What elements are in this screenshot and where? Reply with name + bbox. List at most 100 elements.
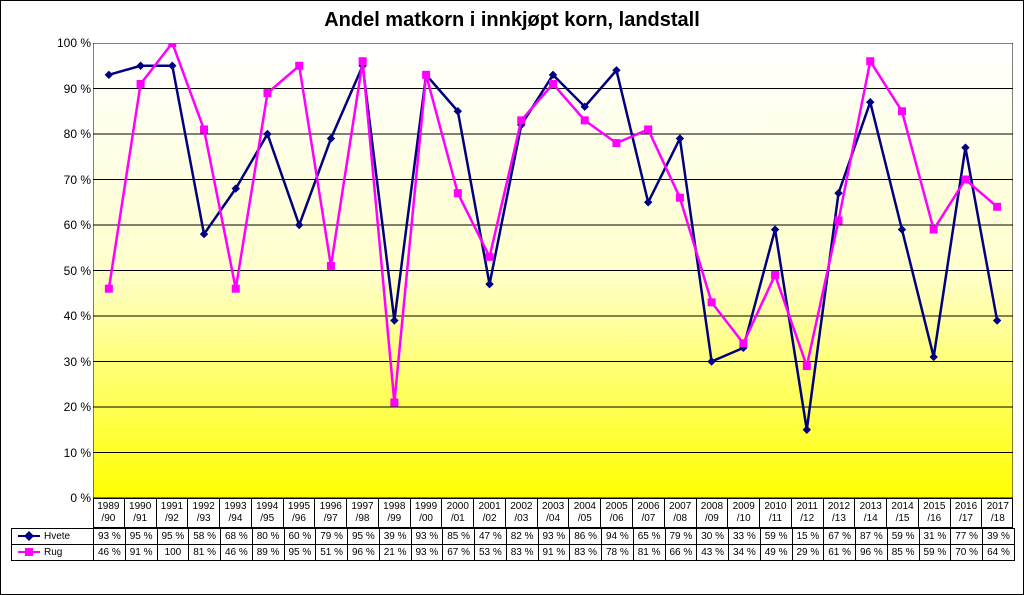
data-cell: 85 % <box>443 529 475 545</box>
x-tick-label: 1989/90 <box>93 498 125 528</box>
y-tick-label: 70 % <box>64 173 91 187</box>
x-tick-label: 2012/13 <box>824 498 856 528</box>
data-cell: 43 % <box>697 545 729 561</box>
data-cell: 87 % <box>856 529 888 545</box>
data-cell: 93 % <box>411 545 443 561</box>
data-cell: 80 % <box>252 529 284 545</box>
x-tick-label: 2015/16 <box>919 498 951 528</box>
data-cell: 85 % <box>887 545 919 561</box>
data-cell: 70 % <box>951 545 983 561</box>
x-tick-label: 1998/99 <box>379 498 411 528</box>
data-cell: 51 % <box>316 545 348 561</box>
data-cell: 81 % <box>633 545 665 561</box>
y-tick-label: 40 % <box>64 309 91 323</box>
x-tick-label: 2014/15 <box>887 498 919 528</box>
x-tick-label: 1994/95 <box>252 498 284 528</box>
x-tick-label: 2009/10 <box>728 498 760 528</box>
x-tick-label: 2016/17 <box>951 498 983 528</box>
y-tick-label: 10 % <box>64 446 91 460</box>
data-cell: 31 % <box>919 529 951 545</box>
x-tick-label: 2017/18 <box>982 498 1013 528</box>
data-table: Hvete93 %95 %95 %58 %68 %80 %60 %79 %95 … <box>11 528 1015 561</box>
x-tick-label: 2006/07 <box>633 498 665 528</box>
data-cell: 49 % <box>760 545 792 561</box>
data-cell: 94 % <box>602 529 634 545</box>
data-cell: 64 % <box>983 545 1015 561</box>
series-name: Hvete <box>44 531 70 542</box>
data-cell: 95 % <box>157 529 189 545</box>
plot-area <box>93 43 1013 498</box>
data-cell: 53 % <box>475 545 507 561</box>
y-tick-label: 0 % <box>70 491 91 505</box>
x-tick-label: 2008/09 <box>697 498 729 528</box>
data-cell: 29 % <box>792 545 824 561</box>
series-name: Rug <box>44 547 62 558</box>
data-cell: 95 % <box>348 529 380 545</box>
x-tick-label: 1995/96 <box>284 498 316 528</box>
plot-svg <box>93 43 1013 498</box>
data-cell: 79 % <box>316 529 348 545</box>
x-tick-label: 2013/14 <box>855 498 887 528</box>
data-cell: 93 % <box>94 529 126 545</box>
data-cell: 93 % <box>538 529 570 545</box>
data-cell: 91 % <box>538 545 570 561</box>
data-cell: 95 % <box>284 545 316 561</box>
data-cell: 61 % <box>824 545 856 561</box>
legend-cell: Hvete <box>12 529 94 545</box>
x-tick-label: 2004/05 <box>569 498 601 528</box>
table-row: Hvete93 %95 %95 %58 %68 %80 %60 %79 %95 … <box>12 529 1015 545</box>
x-tick-label: 2011/12 <box>792 498 824 528</box>
data-cell: 33 % <box>729 529 761 545</box>
data-cell: 59 % <box>919 545 951 561</box>
data-cell: 15 % <box>792 529 824 545</box>
table-row: Rug46 %91 %10081 %46 %89 %95 %51 %96 %21… <box>12 545 1015 561</box>
y-tick-label: 20 % <box>64 400 91 414</box>
data-cell: 81 % <box>189 545 221 561</box>
data-cell: 78 % <box>602 545 634 561</box>
data-table-body: Hvete93 %95 %95 %58 %68 %80 %60 %79 %95 … <box>12 529 1015 561</box>
data-cell: 83 % <box>506 545 538 561</box>
data-cell: 34 % <box>729 545 761 561</box>
x-tick-label: 2001/02 <box>474 498 506 528</box>
x-tick-label: 1996/97 <box>315 498 347 528</box>
data-cell: 86 % <box>570 529 602 545</box>
data-cell: 68 % <box>221 529 253 545</box>
data-cell: 83 % <box>570 545 602 561</box>
data-cell: 59 % <box>887 529 919 545</box>
x-tick-label: 1992/93 <box>188 498 220 528</box>
data-cell: 100 <box>157 545 189 561</box>
data-cell: 79 % <box>665 529 697 545</box>
chart-title: Andel matkorn i innkjøpt korn, landstall <box>1 1 1023 36</box>
data-cell: 82 % <box>506 529 538 545</box>
data-cell: 39 % <box>983 529 1015 545</box>
x-tick-label: 2002/03 <box>506 498 538 528</box>
y-tick-label: 80 % <box>64 127 91 141</box>
data-cell: 58 % <box>189 529 221 545</box>
x-tick-label: 2000/01 <box>442 498 474 528</box>
data-cell: 46 % <box>221 545 253 561</box>
y-tick-label: 30 % <box>64 355 91 369</box>
data-cell: 89 % <box>252 545 284 561</box>
data-cell: 30 % <box>697 529 729 545</box>
y-axis: 0 %10 %20 %30 %40 %50 %60 %70 %80 %90 %1… <box>51 43 91 498</box>
x-tick-label: 1999/00 <box>411 498 443 528</box>
data-cell: 67 % <box>443 545 475 561</box>
y-tick-label: 60 % <box>64 218 91 232</box>
data-cell: 67 % <box>824 529 856 545</box>
x-tick-label: 1991/92 <box>157 498 189 528</box>
x-tick-label: 2007/08 <box>665 498 697 528</box>
x-tick-label: 2003/04 <box>538 498 570 528</box>
data-cell: 39 % <box>379 529 411 545</box>
x-tick-label: 1990/91 <box>125 498 157 528</box>
x-tick-label: 1997/98 <box>347 498 379 528</box>
legend-cell: Rug <box>12 545 94 561</box>
data-cell: 95 % <box>125 529 157 545</box>
y-tick-label: 90 % <box>64 82 91 96</box>
data-cell: 93 % <box>411 529 443 545</box>
chart-container: Andel matkorn i innkjøpt korn, landstall… <box>0 0 1024 595</box>
y-tick-label: 50 % <box>64 264 91 278</box>
data-cell: 47 % <box>475 529 507 545</box>
data-cell: 77 % <box>951 529 983 545</box>
data-cell: 91 % <box>125 545 157 561</box>
x-tick-label: 2005/06 <box>601 498 633 528</box>
